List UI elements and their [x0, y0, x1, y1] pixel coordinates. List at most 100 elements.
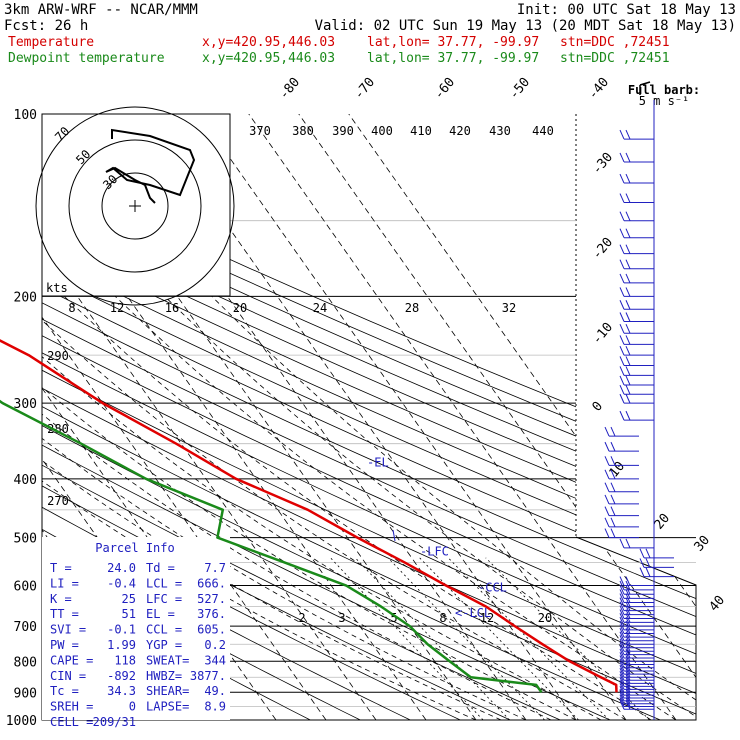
wind-barb-flag [619, 375, 625, 386]
barb-legend-value: 5 m s⁻¹ [639, 94, 690, 108]
wind-barb-flag [625, 652, 631, 662]
wind-barb-560 [639, 558, 674, 568]
wind-barb-flag [619, 300, 625, 310]
barb-legend: Full barb: 5 m s⁻¹ [628, 81, 700, 108]
temperature-latlon: lat,lon= 37.77, -99.97 [367, 35, 539, 50]
wind-barb-630 [619, 589, 654, 599]
isotherm--20 [42, 114, 427, 720]
parcel-row-6-label2: SWEAT= [146, 653, 189, 667]
isotherm-label--50: -50 [507, 75, 534, 103]
wind-barb-500 [604, 528, 639, 539]
dry-adiabat-460 [42, 114, 696, 720]
wind-barb-flag [625, 259, 631, 269]
wind-barb-flag [625, 642, 631, 652]
isotherm-label-40: 40 [707, 593, 729, 615]
annotation-ccl: -CCL [478, 581, 507, 595]
wind-barb-flag [625, 597, 631, 607]
wind-barb-flag [619, 129, 625, 140]
wind-barb-520 [619, 538, 654, 549]
wind-barb-900 [619, 683, 654, 693]
wind-barb-930 [619, 691, 654, 702]
wind-barb-260 [619, 356, 654, 366]
wind-barb-flag [625, 627, 631, 638]
wind-barb-flag [619, 589, 625, 599]
parcel-row-9-value1: 0 [129, 700, 136, 714]
forecast-hour: Fcst: 26 h [4, 18, 88, 34]
moist-adiabat-15 [42, 296, 602, 720]
parcel-row-10-value1: 209/31 [93, 715, 136, 729]
wind-barb-480 [604, 517, 639, 528]
wind-barb-flag [619, 620, 625, 631]
temperature-trace [0, 339, 618, 693]
wind-barb-flag [619, 694, 625, 704]
wind-barb-230 [619, 324, 654, 334]
parcel-row-1-value1: -0.4 [107, 576, 136, 590]
wind-barb-320 [619, 410, 654, 421]
wind-barb-flag [619, 366, 625, 376]
wind-barb-flag [625, 580, 631, 591]
pressure-tick-100: 100 [14, 108, 37, 123]
mixing-top-label-8: 8 [68, 301, 75, 315]
parcel-row-7-value2: 3877. [190, 669, 226, 683]
wind-barb-flag [625, 691, 631, 702]
theta-label-440: 440 [532, 124, 554, 138]
wind-barb-flag [619, 627, 625, 638]
wind-barb-flag [625, 674, 631, 684]
wind-barb-540 [639, 548, 674, 559]
parcel-info-panel: Parcel Info T = 24.0 Td = 7.7 LI = -0.4 LCL = 6… [42, 537, 230, 729]
wind-barb-860 [619, 671, 654, 681]
wind-barb-420 [604, 482, 639, 493]
annotation-el: -EL [367, 456, 389, 470]
pressure-tick-600: 600 [14, 580, 37, 595]
wind-barb-890 [619, 680, 654, 690]
wind-barb-flag [619, 345, 625, 356]
parcel-row-0-label2: Td = [146, 561, 175, 575]
mixing-ratio-8 [419, 557, 579, 720]
wind-barb-flag [619, 677, 625, 687]
wind-barb-flag [625, 638, 631, 648]
wind-barb-flag [619, 152, 625, 163]
mixing-top-label-24: 24 [313, 301, 327, 315]
wind-barb-400 [604, 469, 639, 480]
wind-barb-flag [619, 616, 625, 627]
wind-barb-flag [625, 345, 631, 356]
wind-barb-270 [619, 366, 654, 376]
wind-barb-flag [625, 324, 631, 334]
wind-barb-flag [625, 193, 631, 203]
dry-adiabat-290 [42, 114, 611, 720]
wind-barb-flag [604, 517, 610, 528]
wind-barb-flag [610, 456, 616, 466]
wind-barb-flag [625, 664, 631, 675]
wind-barb-flag [619, 685, 625, 696]
wind-barb-flag [619, 393, 625, 404]
wind-barb-flag [625, 589, 631, 599]
hodograph-ring-30 [101, 172, 169, 240]
wind-barb-flag [625, 601, 631, 611]
wind-barb-flag [625, 244, 631, 254]
dry-adiabat-330 [42, 114, 696, 720]
wind-barb-flag [619, 287, 625, 297]
wind-barb-flag [625, 648, 631, 659]
mixing-bottom-label-5: 5 [390, 611, 397, 625]
isotherm-0 [98, 114, 527, 720]
parcel-row-7-value1: -892 [107, 669, 136, 683]
wind-barbs [604, 100, 674, 720]
wind-barb-750 [619, 635, 654, 645]
isotherm-label--70: -70 [352, 75, 379, 103]
wind-barb-960 [619, 700, 654, 710]
wind-barb-flag [625, 393, 631, 404]
wind-barb-flag [619, 674, 625, 684]
wind-barb-flag [625, 658, 631, 668]
wind-barb-flag [625, 129, 631, 140]
theta-left-label-280: 280 [47, 422, 69, 436]
wind-barb-flag [645, 548, 651, 559]
wind-barb-flag [619, 671, 625, 681]
wind-barb-650 [619, 597, 654, 608]
parcel-level-annotations: -EL -LFC -CCL <-LCL [367, 456, 507, 620]
wind-barb-flag [619, 652, 625, 662]
wind-barb-250 [619, 345, 654, 356]
wind-barb-440 [604, 494, 639, 505]
parcel-row-4-label1: SVI = [50, 623, 86, 637]
parcel-info-title: Parcel Info [95, 541, 174, 555]
wind-barb-flag [619, 638, 625, 648]
